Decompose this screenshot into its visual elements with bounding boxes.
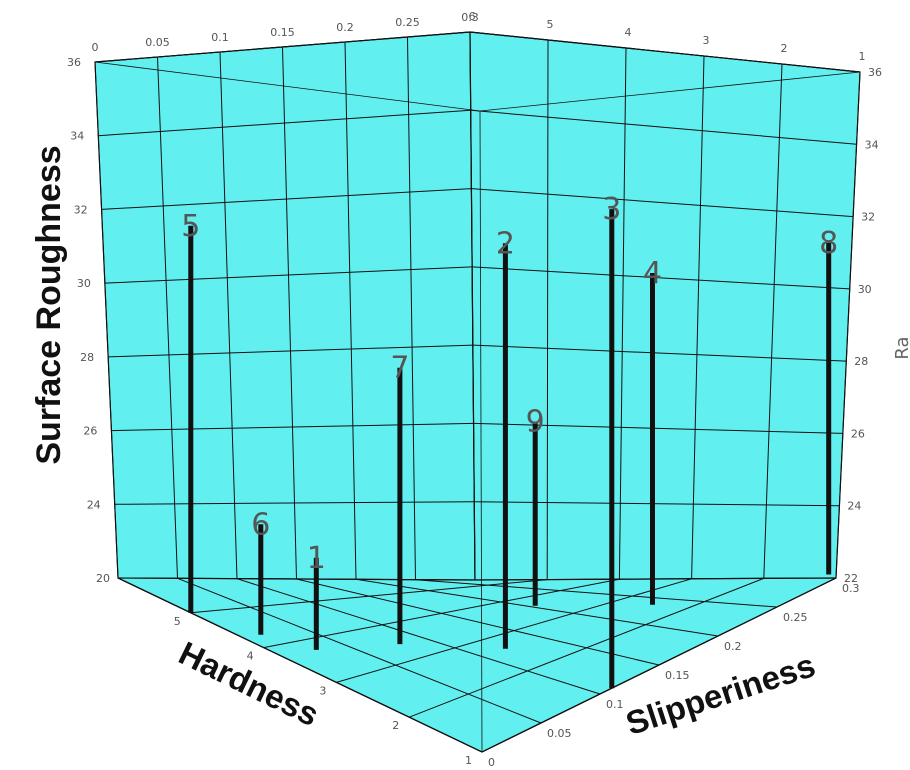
floor-grid-line [190, 579, 548, 614]
frame-edge [117, 577, 483, 753]
bars-layer: 5 6 1 7 9 2 4 8 3 [181, 192, 838, 689]
x-grid-line [763, 63, 783, 579]
y-tick-label-top: 0.15 [270, 26, 295, 39]
floor-grid-line [177, 577, 542, 724]
x-grid-line [691, 55, 705, 579]
z-grid-line [472, 266, 850, 290]
z-grid-line [472, 344, 847, 362]
y-tick-label-bottom: 0.2 [724, 640, 742, 653]
x-tick-label-bottom: 1 [465, 754, 472, 767]
z-tick-label-right: 22 [844, 572, 858, 585]
y-tick-label-top: 0.2 [336, 21, 354, 34]
bar-label-4: 4 [643, 256, 662, 291]
y-tick-label-bottom: 0.15 [665, 669, 690, 682]
y-tick-label-top: 0.1 [211, 31, 229, 44]
back-right-pane [469, 31, 861, 581]
y-grid-line [219, 51, 238, 579]
floor-grid-line [236, 578, 601, 695]
x-tick-label-bottom: 3 [319, 684, 326, 697]
z-tick-label-left: 20 [96, 572, 110, 585]
y-tick-label-top: 0.3 [461, 11, 479, 24]
z-tick-label-left: 26 [83, 425, 97, 438]
bar-label-6: 6 [251, 507, 270, 542]
z-tick-label-left: 30 [77, 277, 91, 290]
x-tick-label-top: 4 [625, 26, 632, 39]
y-tick-label-bottom: 0.3 [842, 582, 860, 595]
frame-edge [481, 577, 837, 753]
frame-edge [479, 71, 861, 112]
z-tick-label-right: 36 [868, 66, 882, 79]
y-tick-label-top: 0.25 [395, 16, 420, 29]
z-grid-line [471, 188, 854, 218]
y-grid-line [157, 56, 178, 579]
bar-label-3: 3 [602, 192, 621, 227]
y-grid-line [344, 41, 357, 580]
x-grid-line [469, 31, 476, 581]
floor-grid-line [409, 577, 764, 718]
x-tick-label-bottom: 2 [392, 719, 399, 732]
x-tick-label-top: 6 [469, 10, 476, 23]
floor-grid-line [415, 579, 778, 608]
z-axis-right-title: Ra [892, 336, 910, 359]
floor-grid-line [355, 578, 719, 637]
z-tick-label-left: 34 [70, 130, 84, 143]
x-grid-line [835, 71, 861, 579]
grid-lines [94, 31, 861, 753]
y-tick-label-bottom: 0.05 [547, 727, 572, 740]
z-tick-label-right: 28 [854, 355, 868, 368]
z-tick-label-left: 32 [74, 203, 88, 216]
y-tick-label-top: 0 [92, 41, 99, 54]
floor-grid-line [296, 578, 660, 666]
z-tick-label-right: 34 [865, 138, 879, 151]
x-tick-label-top: 1 [859, 50, 866, 63]
z-grid-line [470, 109, 857, 145]
x-tick-label-top: 3 [703, 34, 710, 47]
z-tick-label-right: 30 [858, 283, 872, 296]
floor-grid-line [263, 578, 620, 649]
floor-grid-line [336, 578, 692, 683]
frame-edge [94, 31, 471, 63]
z-tick-label-right: 32 [861, 211, 875, 224]
y-tick-label-bottom: 0.1 [606, 698, 624, 711]
x-tick-label-bottom: 5 [174, 615, 181, 628]
y-tick-label-bottom: 0.25 [783, 611, 808, 624]
bar-label-1: 1 [307, 541, 326, 576]
x-tick-label-bottom: 4 [247, 650, 254, 663]
z-axis-title: Surface Roughness [30, 145, 68, 464]
floor-grid-line [117, 577, 476, 581]
bar-label-7: 7 [390, 351, 409, 386]
y-tick-label-top: 0.05 [145, 36, 170, 49]
bar-label-2: 2 [496, 226, 515, 261]
bar-label-9: 9 [526, 405, 545, 440]
bar-label-5: 5 [181, 209, 200, 244]
frame-edge [469, 31, 861, 73]
y-tick-label-bottom: 0 [488, 756, 495, 769]
z-tick-label-left: 36 [67, 56, 81, 69]
z-tick-label-right: 26 [851, 427, 865, 440]
x-tick-label-top: 2 [781, 42, 788, 55]
frame-edge [479, 110, 483, 753]
frame-edge [94, 61, 481, 112]
y-grid-line [407, 36, 416, 580]
x-grid-line [546, 39, 549, 580]
z-tick-label-right: 24 [847, 500, 861, 513]
z-tick-label-left: 28 [80, 351, 94, 364]
y-grid-line [282, 46, 297, 580]
y-grid-line [94, 61, 119, 579]
bar-label-8: 8 [819, 226, 838, 261]
x-grid-line [618, 47, 627, 580]
x-tick-label-top: 5 [547, 18, 554, 31]
z-tick-label-left: 24 [87, 498, 101, 511]
